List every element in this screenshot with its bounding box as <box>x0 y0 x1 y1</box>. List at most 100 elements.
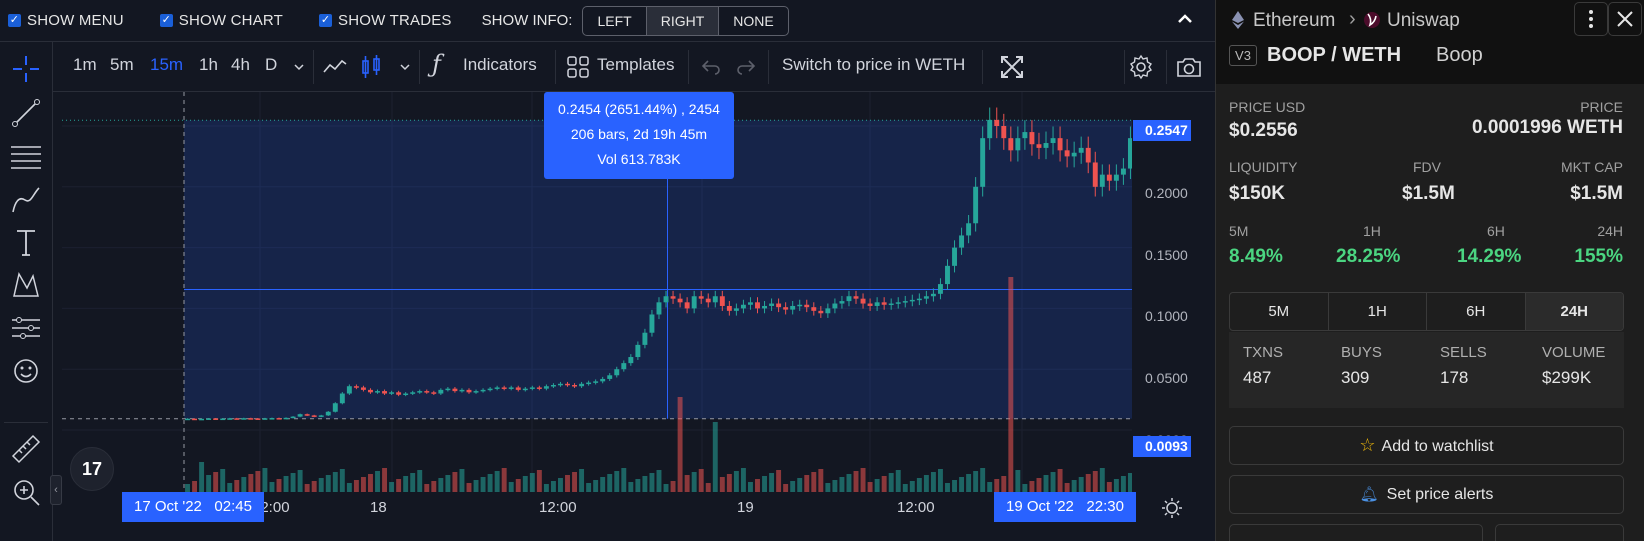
fib-lines-icon[interactable] <box>9 139 43 173</box>
volume-bar <box>945 483 950 492</box>
tab-6h[interactable]: 6H <box>1427 293 1526 330</box>
info-right-option[interactable]: RIGHT <box>646 6 720 35</box>
candle-body <box>403 393 409 396</box>
volume-bar <box>987 482 993 492</box>
show-chart-checkbox[interactable]: ✓ SHOW CHART <box>159 12 283 29</box>
candle-body <box>994 119 1000 126</box>
crosshair-icon[interactable] <box>9 52 43 86</box>
chevron-down-icon[interactable] <box>398 60 412 74</box>
volume-bar <box>1050 472 1056 492</box>
partial-button[interactable] <box>1495 524 1624 541</box>
candle-body <box>614 369 620 376</box>
volume-bar <box>902 484 908 492</box>
info-none-option[interactable]: NONE <box>733 12 774 29</box>
timeframe-4h[interactable]: 4h <box>231 55 250 74</box>
change-5m-label: 5M <box>1229 223 1249 239</box>
chevron-down-icon[interactable] <box>292 60 306 74</box>
candle-body <box>712 296 718 303</box>
camera-icon[interactable] <box>1175 54 1203 80</box>
volume-bar <box>248 474 254 492</box>
candle-body <box>719 296 725 306</box>
buys-value: 309 <box>1341 368 1370 387</box>
timeframe-15m[interactable]: 15m <box>150 55 184 74</box>
volume-bar <box>572 472 578 492</box>
templates-button[interactable]: Templates <box>597 55 675 74</box>
show-trades-checkbox[interactable]: ✓ SHOW TRADES <box>319 12 452 29</box>
price-tick: 0.0500 <box>1145 370 1188 386</box>
candle-body <box>804 304 810 308</box>
candle-body <box>642 332 648 345</box>
candle-body <box>1057 138 1063 151</box>
close-panel-button[interactable] <box>1608 2 1642 36</box>
more-options-button[interactable] <box>1574 2 1608 36</box>
volume-bar <box>642 476 648 492</box>
candle-body <box>1113 174 1119 181</box>
tab-1h[interactable]: 1H <box>1329 293 1427 330</box>
tradingview-logo[interactable]: 17 <box>70 447 114 491</box>
candle-body <box>952 247 957 266</box>
redo-icon[interactable] <box>735 56 757 78</box>
volume-bar <box>684 475 690 492</box>
volume-bar <box>360 477 366 492</box>
candle-body <box>213 418 219 420</box>
volume-bar <box>1099 468 1105 492</box>
switch-price-button[interactable]: Switch to price in WETH <box>782 55 966 74</box>
candle-body <box>769 303 775 306</box>
candle-body <box>867 303 873 306</box>
price-chart[interactable] <box>62 92 1132 492</box>
candle-body <box>881 302 887 305</box>
trend-line-icon[interactable] <box>9 96 43 130</box>
settings-gear-icon[interactable] <box>1127 53 1155 81</box>
volume-bar <box>192 481 198 492</box>
network-link[interactable]: Ethereum <box>1253 10 1336 31</box>
text-tool-icon[interactable] <box>9 225 43 259</box>
indicators-button[interactable]: Indicators <box>463 55 537 74</box>
candle-body <box>930 293 936 297</box>
fullscreen-icon[interactable] <box>999 54 1025 80</box>
volume-bar <box>923 475 929 492</box>
timeframe-1h[interactable]: 1h <box>199 55 218 74</box>
brush-icon[interactable] <box>9 182 43 216</box>
pattern-icon[interactable] <box>9 268 43 302</box>
candle-body <box>1008 138 1014 151</box>
timeframe-5m[interactable]: 5m <box>110 55 134 74</box>
chevron-left-icon[interactable]: ‹ <box>50 475 62 505</box>
volume-bar <box>501 468 507 492</box>
timeframe-d[interactable]: D <box>265 55 278 74</box>
tab-5m[interactable]: 5M <box>1230 293 1329 330</box>
info-left-option[interactable]: LEFT <box>583 6 647 35</box>
volume-bar <box>712 422 718 492</box>
timeframe-1m[interactable]: 1m <box>73 55 97 74</box>
volume-bar <box>269 482 275 492</box>
emoji-icon[interactable] <box>9 354 43 388</box>
volume-bar <box>874 479 880 492</box>
volume-bar <box>494 471 500 492</box>
volume-bar <box>508 482 514 492</box>
volume-bar <box>846 474 852 492</box>
partial-button[interactable] <box>1229 524 1483 541</box>
zoom-in-icon[interactable] <box>9 475 43 509</box>
candle-body <box>825 308 831 314</box>
undo-icon[interactable] <box>700 56 722 78</box>
set-price-alerts-button[interactable]: 🔔︎ Set price alerts <box>1229 475 1624 514</box>
candle-body <box>874 302 880 306</box>
candle-body <box>501 387 507 389</box>
volume-bar <box>1057 469 1063 492</box>
prediction-icon[interactable] <box>9 311 43 345</box>
candle-body <box>740 304 746 309</box>
candles-icon[interactable] <box>360 53 382 81</box>
tab-24h[interactable]: 24H <box>1525 293 1623 330</box>
chevron-up-icon[interactable] <box>1175 9 1195 29</box>
line-chart-icon[interactable] <box>322 54 348 80</box>
volume-bar <box>818 469 824 492</box>
show-menu-checkbox[interactable]: ✓ SHOW MENU <box>8 12 124 29</box>
ruler-icon[interactable] <box>9 432 43 466</box>
volume-bar <box>691 472 697 492</box>
drawing-tools-sidebar <box>0 42 53 541</box>
candle-body <box>241 418 247 420</box>
dex-link[interactable]: Uniswap <box>1387 10 1460 31</box>
sun-theme-icon[interactable] <box>1160 496 1184 520</box>
checkbox-checked-icon: ✓ <box>159 14 173 27</box>
candle-body <box>269 418 275 420</box>
add-to-watchlist-button[interactable]: ☆ Add to watchlist <box>1229 426 1624 465</box>
